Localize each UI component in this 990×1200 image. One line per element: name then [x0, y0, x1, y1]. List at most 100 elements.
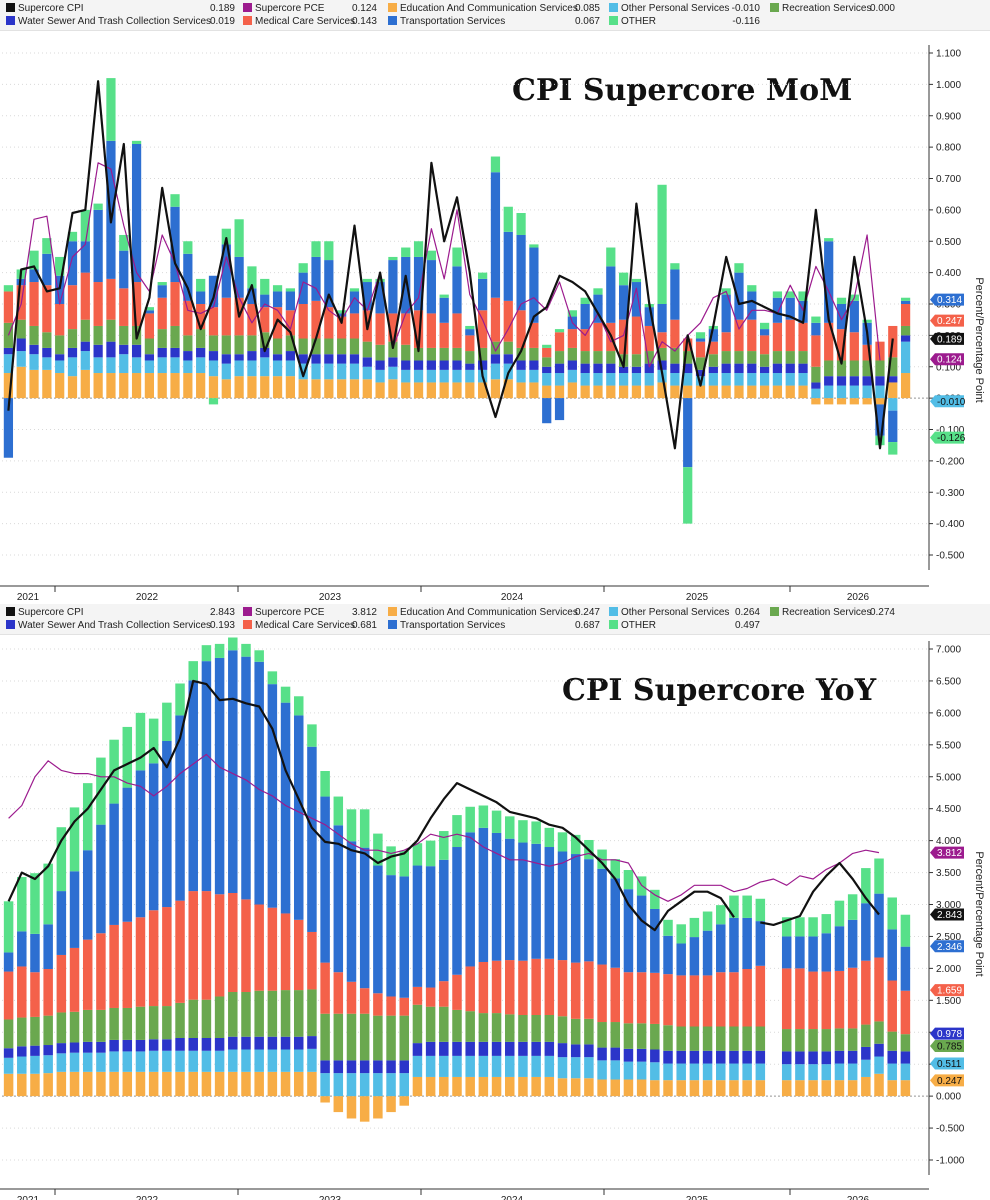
bar-segment-transportation: [650, 908, 660, 973]
bar-segment-medical: [708, 341, 718, 355]
bar-segment-transportation: [529, 247, 539, 323]
bar-segment-medical: [636, 972, 647, 1024]
bar-segment-education: [465, 382, 475, 399]
bar-segment-other: [610, 859, 621, 879]
legend-value: 0.247: [574, 607, 600, 618]
bar-segment-water_sewer: [821, 1051, 832, 1065]
axis-value-tag: 0.314: [930, 293, 964, 306]
bar-segment-water_sewer: [426, 360, 436, 370]
legend-item-other-personal: Other Personal Services: [609, 607, 729, 619]
bar-segment-education: [214, 1071, 225, 1097]
bar-segment-recreation: [17, 1017, 27, 1047]
bar-segment-water_sewer: [465, 363, 475, 370]
bar-segment-other: [375, 278, 385, 283]
bar-segment-other_personal: [570, 1057, 581, 1079]
bar-segment-other_personal: [67, 357, 78, 377]
bar-segment-medical: [670, 319, 680, 348]
bar-segment-recreation: [43, 1015, 53, 1046]
bar-segment-other_personal: [465, 1055, 475, 1077]
bar-segment-water_sewer: [214, 1037, 225, 1051]
bar-segment-recreation: [188, 999, 198, 1038]
y-tick-label: 4.500: [936, 804, 961, 815]
bar-segment-other_personal: [887, 1063, 897, 1081]
bar-segment-education: [346, 1096, 357, 1119]
bar-segment-other_personal: [623, 1061, 634, 1080]
bar-segment-water_sewer: [808, 1051, 818, 1065]
y-tick-label: 4.000: [936, 836, 961, 847]
bar-segment-education: [670, 385, 680, 399]
bar-segment-education: [69, 1071, 80, 1097]
bar-segment-other_personal: [490, 363, 501, 380]
bar-segment-recreation: [452, 347, 462, 361]
tag-shape: [930, 293, 964, 306]
bar-segment-recreation: [55, 335, 65, 355]
bar-segment-transportation: [490, 172, 501, 298]
bar-segment-education: [196, 373, 206, 399]
bar-segment-education: [821, 1080, 832, 1097]
bar-segment-other: [228, 637, 238, 651]
bar-segment-water_sewer: [69, 1042, 80, 1053]
bar-segment-transportation: [234, 256, 244, 298]
bar-segment-recreation: [755, 1026, 766, 1051]
bar-segment-medical: [772, 322, 783, 352]
bar-segment-water_sewer: [663, 1050, 673, 1064]
bar-segment-other_personal: [888, 398, 898, 411]
bar-segment-transportation: [834, 926, 845, 971]
bar-segment-other: [695, 332, 706, 339]
bar-segment-water_sewer: [43, 1045, 53, 1056]
bar-segment-transportation: [346, 841, 357, 982]
bar-segment-medical: [175, 900, 185, 1003]
bar-segment-other: [170, 194, 180, 207]
bar-segment-education: [93, 373, 103, 399]
bar-segment-other: [3, 285, 14, 292]
bar-segment-other_personal: [834, 1063, 845, 1081]
bar-segment-medical: [241, 899, 251, 993]
bar-segment-other: [425, 840, 436, 867]
bar-segment-education: [412, 1076, 423, 1097]
bar-segment-transportation: [109, 803, 119, 925]
bar-segment-other: [683, 467, 693, 524]
bar-segment-water_sewer: [452, 360, 462, 370]
bar-segment-recreation: [631, 354, 642, 367]
bar-segment-other: [349, 288, 360, 292]
bar-segment-water_sewer: [425, 1041, 436, 1056]
bar-segment-transportation: [729, 917, 739, 973]
bar-segment-transportation: [93, 209, 103, 283]
bar-segment-water_sewer: [452, 1041, 462, 1056]
bar-segment-water_sewer: [900, 335, 911, 342]
bar-segment-other: [43, 863, 53, 925]
bar-segment-recreation: [373, 1015, 383, 1061]
x-tick-label: 2025: [686, 1195, 709, 1200]
bar-segment-transportation: [55, 275, 65, 304]
bar-segment-water_sewer: [875, 376, 885, 386]
bar-segment-recreation: [298, 338, 308, 355]
legend-label: OTHER: [621, 620, 656, 631]
legend-item-transportation: Transportation Services: [388, 620, 505, 632]
bar-segment-other_personal: [795, 1064, 805, 1081]
y-tick-label: -1.000: [936, 1156, 965, 1167]
bar-segment-other: [798, 291, 808, 301]
legend-label: Medical Care Services: [255, 16, 356, 27]
bar-segment-other_personal: [69, 1052, 80, 1072]
bar-segment-other: [452, 247, 462, 267]
bar-segment-water_sewer: [375, 360, 385, 370]
bar-segment-recreation: [847, 1028, 858, 1051]
bar-segment-education: [567, 382, 577, 399]
bar-segment-transportation: [623, 889, 634, 973]
legend-item-supercore-pce: Supercore PCE: [243, 607, 324, 619]
bar-segment-other: [67, 231, 78, 242]
bar-segment-education: [267, 1071, 278, 1097]
bar-segment-education: [734, 385, 744, 399]
bar-segment-recreation: [478, 1013, 489, 1042]
bar-segment-education: [636, 1079, 647, 1097]
bar-segment-transportation: [747, 291, 757, 320]
bar-segment-other: [742, 895, 752, 918]
y-tick-label: 0.000: [936, 1092, 961, 1103]
bar-segment-recreation: [597, 1022, 607, 1048]
bar-segment-water_sewer: [650, 1049, 660, 1063]
bar-segment-education: [106, 373, 116, 399]
bar-segment-medical: [734, 319, 744, 352]
bar-segment-recreation: [781, 1029, 792, 1052]
bar-segment-transportation: [221, 244, 231, 298]
bar-segment-education: [742, 1080, 752, 1097]
